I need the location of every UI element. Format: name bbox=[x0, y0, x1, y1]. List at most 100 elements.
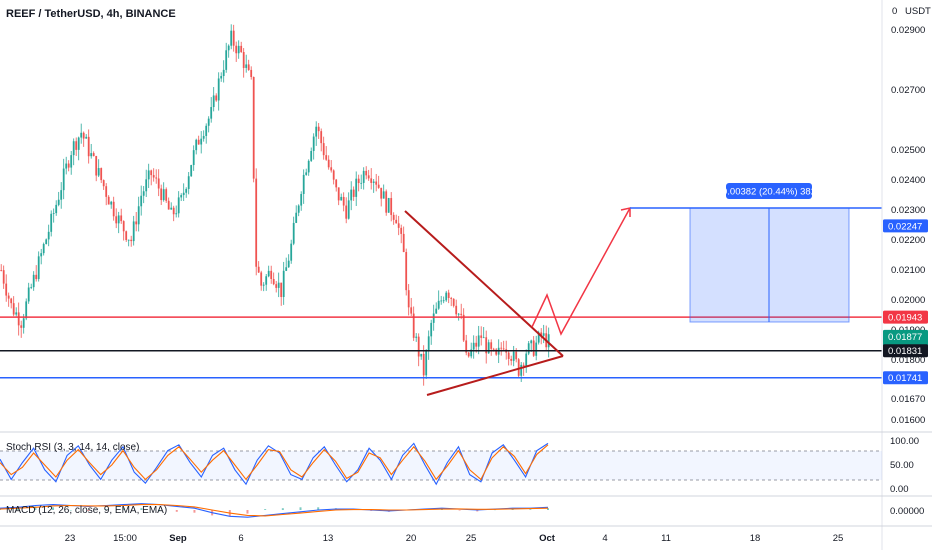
candle-body bbox=[67, 163, 70, 168]
main-pane[interactable]: 0.00382 (20.44%) 382 REEF / TetherUSD, 4… bbox=[0, 8, 882, 396]
macd-hist-bar bbox=[246, 510, 249, 514]
stoch-tick-50: 50.00 bbox=[890, 460, 914, 471]
candle-body bbox=[167, 200, 170, 210]
candle-body bbox=[522, 364, 525, 366]
candle-body bbox=[510, 358, 513, 361]
time-tick-5: 20 bbox=[406, 533, 417, 544]
candle-body bbox=[262, 284, 265, 286]
candle-body bbox=[195, 139, 198, 151]
candle-body bbox=[452, 298, 455, 306]
candle-body bbox=[502, 348, 505, 350]
candle-body bbox=[412, 313, 415, 338]
candle-body bbox=[385, 191, 388, 213]
macd-hist-bar bbox=[299, 507, 302, 510]
macd-hist-bar bbox=[317, 507, 320, 510]
candle-body bbox=[17, 312, 20, 326]
price-tag-blue bbox=[883, 371, 928, 385]
candle-body bbox=[422, 353, 425, 376]
candle-body bbox=[72, 141, 75, 156]
candle-body bbox=[285, 267, 288, 271]
candle-body bbox=[472, 342, 475, 350]
price-tag-label: 0.01943 bbox=[888, 313, 922, 324]
candle-body bbox=[305, 172, 308, 175]
candle-body bbox=[15, 312, 18, 315]
macd-hist-bar bbox=[529, 509, 532, 510]
candle-body bbox=[530, 340, 533, 344]
candle-body bbox=[45, 239, 48, 244]
macd-label: MACD (12, 26, close, 9, EMA, EMA) bbox=[6, 505, 167, 516]
candle-body bbox=[130, 239, 133, 242]
price-tick-5: 0.02200 bbox=[891, 235, 925, 246]
candle-body bbox=[55, 204, 58, 214]
candle-body bbox=[307, 160, 310, 173]
candle-body bbox=[187, 176, 190, 189]
candle-body bbox=[222, 69, 225, 77]
price-tag-label: 0.01741 bbox=[888, 373, 922, 384]
triangle-upper-line[interactable] bbox=[404, 210, 564, 357]
candle-body bbox=[475, 342, 478, 347]
candle-body bbox=[427, 336, 430, 352]
candle-body bbox=[230, 30, 233, 46]
candle-body bbox=[490, 342, 493, 349]
candle-body bbox=[267, 270, 270, 277]
macd-tick-0: 0.00000 bbox=[890, 506, 924, 517]
candle-body bbox=[190, 165, 193, 177]
price-axis[interactable]: USDT 0 0.02900 0.02700 0.02500 0.02400 0.023… bbox=[881, 0, 931, 550]
price-tick-0: 0.02900 bbox=[891, 25, 925, 36]
currency-zero: 0 bbox=[892, 6, 897, 17]
candle-body bbox=[177, 197, 180, 214]
candle-body bbox=[207, 118, 210, 126]
macd-hist-bar bbox=[105, 509, 108, 510]
candle-body bbox=[282, 270, 285, 297]
candle-body bbox=[357, 178, 360, 184]
candle-body bbox=[275, 284, 278, 288]
candle-body bbox=[480, 335, 483, 338]
candle-body bbox=[542, 333, 545, 336]
price-tick-10: 0.01670 bbox=[891, 394, 925, 405]
candle-body bbox=[525, 353, 528, 366]
time-tick-2: Sep bbox=[169, 533, 187, 544]
candle-body bbox=[265, 276, 268, 285]
candle-body bbox=[350, 189, 353, 201]
candle-body bbox=[287, 260, 290, 268]
candle-body bbox=[35, 274, 38, 280]
candle-body bbox=[327, 159, 330, 168]
triangle-lower-line[interactable] bbox=[426, 355, 564, 396]
candle-body bbox=[245, 64, 248, 68]
projection-path[interactable] bbox=[531, 207, 631, 336]
time-tick-9: 11 bbox=[661, 533, 671, 544]
candle-body bbox=[415, 336, 418, 338]
price-tag-label: 0.01831 bbox=[888, 346, 922, 357]
candle-body bbox=[365, 170, 368, 176]
price-tag-label: 0.02247 bbox=[888, 221, 922, 232]
stoch-rsi-pane[interactable]: Stoch RSI (3, 3, 14, 14, close) 100.00 5… bbox=[0, 436, 919, 495]
candle-body bbox=[340, 196, 343, 201]
macd-hist-bar bbox=[264, 509, 267, 510]
time-axis[interactable]: 23 15:00 Sep 6 13 20 25 Oct 4 11 18 25 bbox=[65, 533, 844, 544]
candle-body bbox=[22, 318, 25, 328]
stoch-d-line bbox=[0, 444, 549, 481]
candle-body bbox=[2, 270, 5, 284]
candle-body bbox=[157, 178, 160, 189]
candle-body bbox=[20, 325, 23, 328]
price-tick-3: 0.02400 bbox=[891, 175, 925, 186]
candle-body bbox=[360, 182, 363, 184]
candle-body bbox=[135, 221, 138, 225]
candle-body bbox=[352, 189, 355, 197]
candle-body bbox=[152, 175, 155, 178]
candle-body bbox=[330, 167, 333, 171]
candle-body bbox=[87, 136, 90, 157]
candle-body bbox=[225, 50, 228, 70]
candle-body bbox=[137, 206, 140, 225]
candle-body bbox=[40, 253, 43, 257]
candle-body bbox=[377, 184, 380, 188]
candle-body bbox=[5, 283, 8, 296]
macd-hist-bar bbox=[493, 509, 496, 511]
macd-pane[interactable]: MACD (12, 26, close, 9, EMA, EMA) 0.0000… bbox=[0, 503, 924, 518]
candle-body bbox=[322, 143, 325, 156]
candle-body bbox=[382, 191, 385, 199]
target-label-box bbox=[726, 183, 812, 199]
macd-hist-bar bbox=[281, 508, 284, 510]
candle-body bbox=[227, 45, 230, 51]
